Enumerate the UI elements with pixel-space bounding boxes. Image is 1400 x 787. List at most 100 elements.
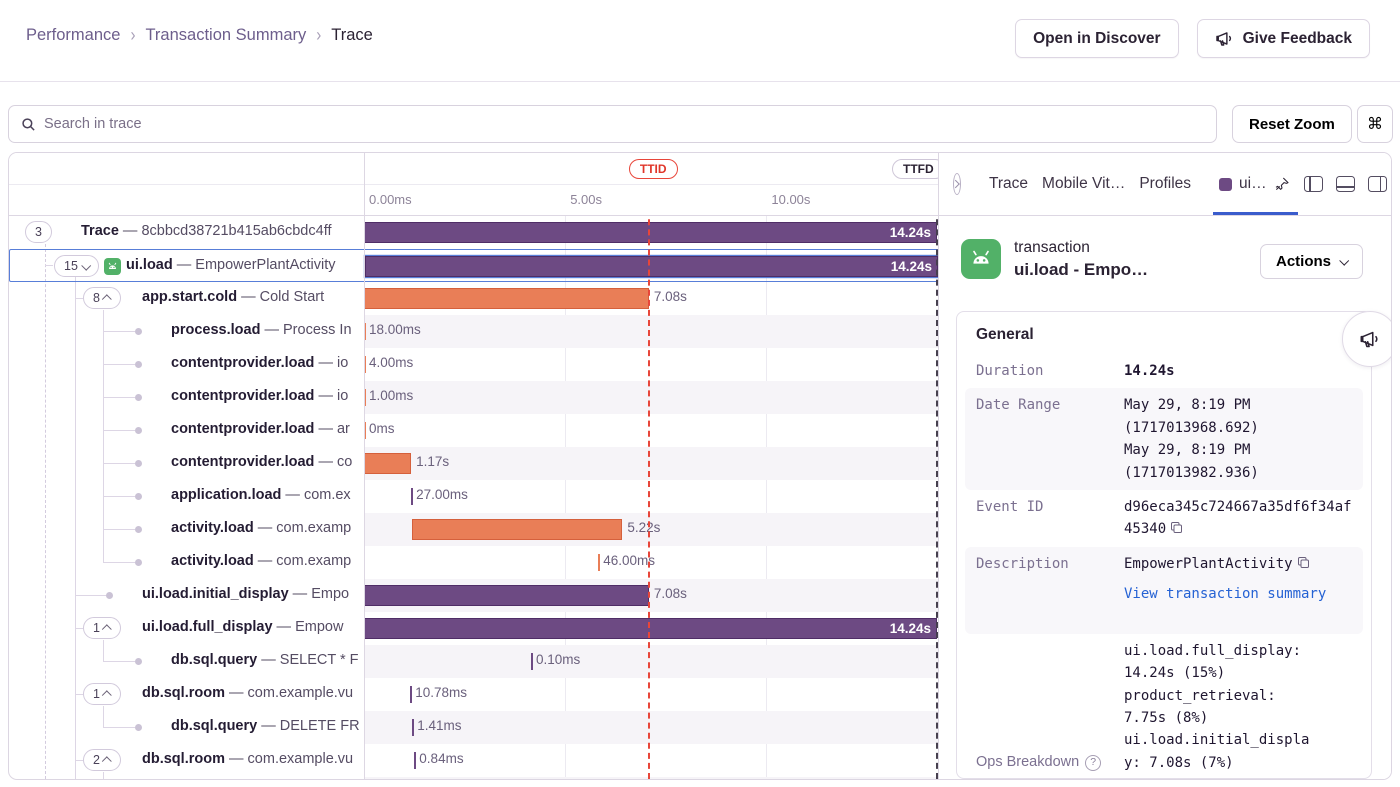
span-count-badge[interactable]: 3 xyxy=(25,221,52,243)
span-row-activity.load[interactable]: activity.load — com.examp46.00ms xyxy=(9,546,939,579)
span-row-ui.load.full_display[interactable]: 1ui.load.full_display — Empow14.24s xyxy=(9,612,939,645)
description-row: Description EmpowerPlantActivity View tr… xyxy=(965,547,1363,634)
details-panel: Trace Mobile Vit… Profiles ui… xyxy=(939,153,1391,779)
span-duration-label: 14.24s xyxy=(891,259,932,274)
span-bar[interactable]: 14.24s xyxy=(365,256,938,277)
span-count-badge[interactable]: 1 xyxy=(83,683,121,705)
chevron-down-icon xyxy=(1339,256,1349,266)
span-label: app.start.cold — Cold Start xyxy=(142,289,324,305)
reset-zoom-button[interactable]: Reset Zoom xyxy=(1232,105,1352,143)
span-bar[interactable] xyxy=(364,453,411,474)
span-bar[interactable] xyxy=(364,288,649,309)
tab-trace[interactable]: Trace xyxy=(989,175,1028,193)
date-range-key: Date Range xyxy=(976,394,1124,484)
chevron-right-icon: › xyxy=(130,25,135,45)
span-row-ui.load.initial_display[interactable]: ui.load.initial_display — Empo7.08s xyxy=(9,579,939,612)
timeline-header: 0.00ms5.00s10.00s xyxy=(9,153,939,216)
span-row-contentprovider.load[interactable]: contentprovider.load — io4.00ms xyxy=(9,348,939,381)
description-key: Description xyxy=(976,553,1124,628)
tab-mobile-vitals[interactable]: Mobile Vit… xyxy=(1042,175,1125,193)
span-duration-label: 5.22s xyxy=(627,520,660,535)
transaction-name: ui.load - Empo… xyxy=(1014,260,1148,280)
span-row-db.sql.room[interactable]: 1db.sql.room — com.example.vu10.78ms xyxy=(9,678,939,711)
span-tick[interactable] xyxy=(410,686,412,703)
span-tick[interactable] xyxy=(412,719,414,736)
span-tick[interactable] xyxy=(414,752,416,769)
general-card: General Duration 14.24s Date Range May 2… xyxy=(956,311,1372,779)
span-row-app.start.cold[interactable]: 8 app.start.cold — Cold Start 7.08s xyxy=(9,282,939,315)
span-duration-label: 14.24s xyxy=(890,225,931,240)
breadcrumb-performance[interactable]: Performance xyxy=(26,26,120,45)
layout-sidebar-left-icon[interactable] xyxy=(1304,176,1323,192)
span-label: contentprovider.load — co xyxy=(171,454,352,470)
page-header: Performance › Transaction Summary › Trac… xyxy=(0,0,1400,82)
span-row-db.sql.room[interactable]: 2db.sql.room — com.example.vu0.84ms xyxy=(9,744,939,777)
help-icon[interactable]: ? xyxy=(1085,755,1101,771)
span-row-db.sql.query[interactable]: db.sql.query — DELETE FR1.41ms xyxy=(9,711,939,744)
span-duration-label: 27.00ms xyxy=(416,487,468,502)
span-bar[interactable]: 14.24s xyxy=(364,222,937,243)
span-label: ui.load — EmpowerPlantActivity xyxy=(126,257,336,273)
megaphone-icon xyxy=(1215,29,1234,48)
tab-profiles[interactable]: Profiles xyxy=(1139,175,1191,193)
breadcrumb-transaction-summary[interactable]: Transaction Summary xyxy=(145,26,306,45)
tab-active-span[interactable]: ui… xyxy=(1219,153,1290,215)
span-label: Trace — 8cbbcd38721b415ab6cbdc4ff xyxy=(81,223,331,239)
leaf-dot xyxy=(135,559,142,566)
span-row-db.sql.query[interactable]: db.sql.query — SELECT * F0.10ms xyxy=(9,645,939,678)
span-rows: 3 Trace — 8cbbcd38721b415ab6cbdc4ff 14.24s… xyxy=(9,216,939,779)
command-shortcut-button[interactable]: ⌘ xyxy=(1357,105,1393,143)
leaf-dot xyxy=(135,460,142,467)
search-input[interactable] xyxy=(44,116,1044,132)
span-tick[interactable] xyxy=(598,554,600,571)
span-count-badge[interactable]: 8 xyxy=(83,287,121,309)
span-row-db.sql.query[interactable]: db.sql.query — INSERT OR0.78 xyxy=(9,777,939,779)
layout-panel-bottom-icon[interactable] xyxy=(1336,176,1355,192)
view-transaction-summary-link[interactable]: View transaction summary xyxy=(1124,583,1344,605)
copy-icon[interactable] xyxy=(1169,520,1184,535)
span-row-Trace[interactable]: 3 Trace — 8cbbcd38721b415ab6cbdc4ff 14.24s xyxy=(9,216,939,249)
span-bar[interactable]: 14.24s xyxy=(364,618,937,639)
span-row-process.load[interactable]: process.load — Process In18.00ms xyxy=(9,315,939,348)
give-feedback-label: Give Feedback xyxy=(1243,30,1352,48)
duration-row: Duration 14.24s xyxy=(965,354,1363,388)
android-icon xyxy=(104,258,121,275)
pin-icon[interactable] xyxy=(1274,176,1290,192)
copy-icon[interactable] xyxy=(1296,555,1311,570)
open-in-discover-button[interactable]: Open in Discover xyxy=(1015,19,1178,58)
span-row-ui.load[interactable]: 15 ui.load — EmpowerPlantActivity 14.24s xyxy=(9,249,939,282)
actions-button[interactable]: Actions xyxy=(1260,244,1363,279)
span-row-application.load[interactable]: application.load — com.ex27.00ms xyxy=(9,480,939,513)
date-range-row: Date Range May 29, 8:19 PM (1717013968.6… xyxy=(965,388,1363,490)
span-row-contentprovider.load[interactable]: contentprovider.load — ar0ms xyxy=(9,414,939,447)
date-range-value: May 29, 8:19 PM (1717013968.692) May 29,… xyxy=(1124,394,1352,484)
span-row-contentprovider.load[interactable]: contentprovider.load — co1.17s xyxy=(9,447,939,480)
span-label: db.sql.query — SELECT * F xyxy=(171,652,358,668)
details-tabbar: Trace Mobile Vit… Profiles ui… xyxy=(939,153,1391,216)
span-bar[interactable] xyxy=(364,585,649,606)
collapse-panel-icon[interactable] xyxy=(953,173,961,195)
span-tick[interactable] xyxy=(411,488,413,505)
span-count-badge[interactable]: 1 xyxy=(83,617,121,639)
span-label: contentprovider.load — ar xyxy=(171,421,350,437)
span-label: activity.load — com.examp xyxy=(171,520,351,536)
leaf-dot xyxy=(135,724,142,731)
give-feedback-button[interactable]: Give Feedback xyxy=(1197,19,1370,58)
span-row-contentprovider.load[interactable]: contentprovider.load — io1.00ms xyxy=(9,381,939,414)
span-duration-label: 4.00ms xyxy=(369,355,413,370)
span-label: activity.load — com.examp xyxy=(171,553,351,569)
active-tab-label: ui… xyxy=(1239,175,1267,193)
duration-value: 14.24s xyxy=(1124,360,1352,382)
span-label: ui.load.initial_display — Empo xyxy=(142,586,349,602)
span-row-activity.load[interactable]: activity.load — com.examp 5.22s xyxy=(9,513,939,546)
span-count-badge[interactable]: 15 xyxy=(54,255,99,277)
search-box[interactable] xyxy=(8,105,1217,143)
span-tick[interactable] xyxy=(531,653,533,670)
span-count-badge[interactable]: 2 xyxy=(83,749,121,771)
layout-sidebar-right-icon[interactable] xyxy=(1368,176,1387,192)
span-bar[interactable] xyxy=(412,519,622,540)
feedback-fab-button[interactable] xyxy=(1342,311,1391,367)
axis-tick-label: 10.00s xyxy=(771,192,810,207)
span-duration-label: 0.84ms xyxy=(419,751,463,766)
span-duration-label: 7.08s xyxy=(654,289,687,304)
